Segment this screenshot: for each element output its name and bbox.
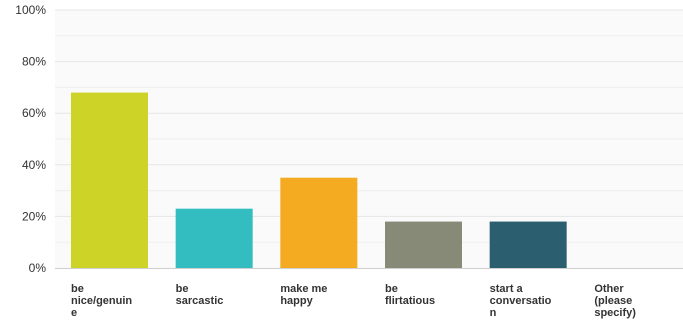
x-tick-label-line: flirtatious [385,295,435,307]
x-tick-label-line: specify) [594,307,636,319]
x-tick-label: be sarcastic [176,283,224,307]
x-tick-label-line: nice/genuin [71,295,132,307]
x-tick-label: make me happy [280,283,327,307]
bar [489,221,567,268]
bar [71,92,148,268]
bar [175,208,253,268]
bar [280,177,358,268]
x-tick-label-line: Other [594,283,624,295]
x-tick-label-line: conversatio [490,295,552,307]
y-tick-label: 80% [22,55,46,69]
y-tick-label: 0% [29,261,47,275]
x-tick-label: Other (please specify) [594,283,636,319]
x-tick-label-line: n [490,307,497,319]
y-tick-label: 20% [22,209,46,223]
x-tick-label-line: start a [490,283,524,295]
x-tick-label-line: be [71,283,84,295]
x-tick-label: be flirtatious [385,283,435,307]
bar [385,221,462,268]
grid-lines [55,9,683,243]
x-tick-label-line: be [176,283,189,295]
bars [71,92,567,268]
x-tick-label-line: (please [594,295,632,307]
y-tick-label: 40% [22,158,46,172]
x-tick-label-line: happy [280,295,313,307]
x-tick-label: start a conversatio n [490,283,552,319]
x-tick-label-line: e [71,307,77,319]
x-tick-label-line: be [385,283,398,295]
y-axis: 0% 20% 40% 60% 80% 100% [15,3,683,275]
y-tick-label: 60% [22,106,46,120]
x-tick-label-line: sarcastic [176,295,224,307]
x-tick-label-line: make me [280,283,327,295]
y-tick-label: 100% [15,3,46,17]
x-tick-label: be nice/genuin e [71,283,132,319]
